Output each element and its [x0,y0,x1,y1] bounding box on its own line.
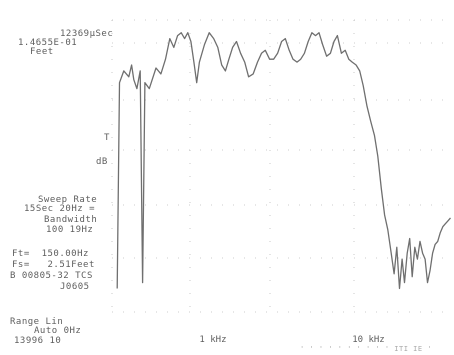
sweep-rate-label: Sweep Rate [38,195,98,205]
param-ft: Ft= 150.00Hz [12,249,89,259]
bandwidth-value: 100 19Hz [46,225,94,235]
param-fs: Fs= 2.51Feet [12,260,95,270]
footer-faint-text: ' ' ' ' ' ' ' ' ' ' ITI IE ' [300,345,433,353]
x-tick-label: 10 kHz [352,335,385,345]
series-line-0 [116,32,451,290]
plot-grid [111,19,450,313]
bandwidth-label: Bandwidth [44,215,98,225]
sweep-rate-value: 15Sec 20Hz = [24,204,96,214]
param-b: B 00805-32 TCS [10,271,93,281]
param-j: J0605 [60,282,90,292]
x-tick-labels: 1 kHz 10 kHz [199,335,384,345]
range-mode: Auto 0Hz [34,326,82,336]
plot-marks [116,32,451,290]
range-label: Range Lin [10,317,64,327]
marker-tick: T [104,133,110,143]
unit-readout: Feet [30,47,54,57]
range-value: 13996 10 [14,336,62,346]
time-readout: 12369μSec [60,29,114,39]
marker-label: dB [96,157,108,167]
x-tick-label: 1 kHz [199,335,226,345]
value-readout: 1.4655E-01 [18,38,78,48]
